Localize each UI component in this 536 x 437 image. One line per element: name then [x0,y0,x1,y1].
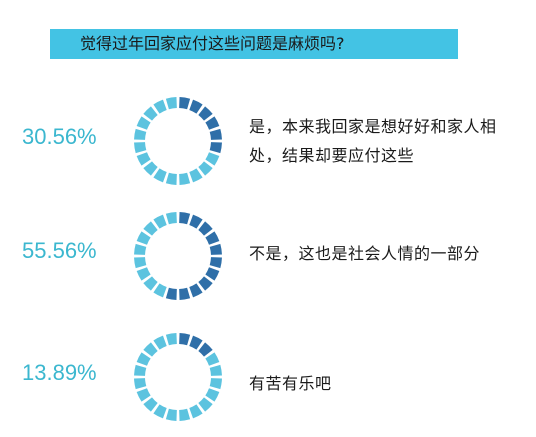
ring-segment-empty [153,168,167,183]
ring-segment-filled [179,97,191,110]
ring-segment-filled [209,257,222,269]
answer-label: 有苦有乐吧 [249,374,332,393]
ring-segment-empty [189,168,203,183]
ring-segment-empty [143,276,158,291]
ring-segment-empty [143,397,158,412]
ring-segment-empty [179,408,191,421]
ring-segment-empty [165,212,177,225]
ring-segment-filled [189,283,203,298]
ring-segment-empty [136,352,151,366]
ring-segment-empty [165,333,177,346]
ring-segment-empty [153,335,167,350]
ring-segment-empty [209,364,222,376]
ring-segment-filled [198,342,213,357]
ring-segment-empty [153,283,167,298]
ring-segment-empty [205,152,220,166]
ring-segment-empty [134,128,147,140]
ring-segment-filled [189,335,203,350]
ring-segment-filled [209,243,222,255]
ring-segment-filled [165,287,177,300]
ring-segment-empty [153,404,167,419]
percent-label: 30.56% [22,124,97,149]
ring-segment-empty [198,397,213,412]
ring-segment-empty [134,142,147,154]
ring-segment-filled [179,212,191,225]
ring-segment-empty [205,388,220,402]
ring-segment-empty [134,243,147,255]
ring-segment-empty [165,97,177,110]
ring-segment-empty [143,342,158,357]
answer-label: 不是，这也是社会人情的一部分 [249,244,481,263]
ring-segment-empty [134,364,147,376]
ring-segment-filled [198,221,213,236]
donut-ring [134,212,222,300]
ring-segment-empty [136,267,151,281]
ring-segment-empty [165,408,177,421]
ring-segment-empty [143,106,158,121]
donut-ring [134,333,222,421]
ring-segment-empty [136,152,151,166]
percent-label: 13.89% [22,360,97,385]
ring-segment-empty [136,116,151,130]
ring-segment-filled [189,99,203,114]
ring-segment-empty [165,172,177,185]
ring-segment-empty [134,257,147,269]
answer-row: 55.56% 不是，这也是社会人情的一部分 [0,201,536,311]
ring-segment-filled [205,231,220,245]
ring-segment-empty [198,161,213,176]
ring-segment-empty [209,378,222,390]
ring-segment-empty [153,214,167,229]
answer-row: 13.89% 有苦有乐吧 [0,320,536,430]
ring-segment-empty [205,352,220,366]
ring-segment-filled [209,128,222,140]
ring-segment-empty [153,99,167,114]
ring-segment-empty [143,221,158,236]
ring-segment-empty [134,378,147,390]
ring-segment-empty [189,404,203,419]
ring-segment-empty [136,231,151,245]
answer-label: 是，本来我回家是想好好和家人相处，结果却要应付这些 [249,117,497,165]
ring-segment-filled [205,267,220,281]
chart-title: 觉得过年回家应付这些问题是麻烦吗? [50,29,458,59]
ring-segment-filled [179,333,191,346]
ring-segment-filled [209,142,222,154]
ring-segment-filled [179,287,191,300]
ring-segment-empty [136,388,151,402]
ring-segment-empty [179,172,191,185]
percent-label: 55.56% [22,238,97,263]
ring-segment-filled [189,214,203,229]
ring-segment-filled [198,276,213,291]
ring-segment-filled [205,116,220,130]
donut-ring [134,97,222,185]
ring-segment-filled [198,106,213,121]
answer-row: 30.56% 是，本来我回家是想好好和家人相处，结果却要应付这些 [0,84,536,194]
ring-segment-empty [143,161,158,176]
